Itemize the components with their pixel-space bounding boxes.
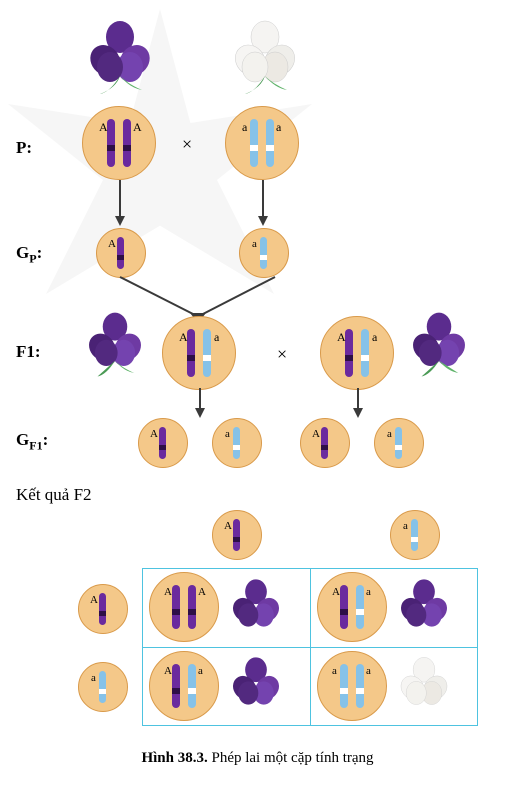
svg-text:a: a — [225, 428, 230, 440]
svg-text:A: A — [164, 586, 172, 598]
label-GP: GP: — [16, 243, 42, 266]
grid-left-A: A — [78, 584, 128, 634]
svg-text:a: a — [332, 665, 337, 677]
figure-caption: Hình 38.3. Phép lai một cặp tính trạng — [10, 750, 505, 767]
chrom-A — [107, 119, 115, 167]
gp-gamete-a: a — [239, 228, 289, 278]
label-F2: Kết quả F2 — [16, 485, 92, 505]
f2-AA: AA — [149, 572, 219, 642]
gf1-A-2: A — [300, 418, 350, 468]
grid-left-a: a — [78, 662, 128, 712]
grid-top-A: A — [212, 510, 262, 560]
f1-flower-right — [404, 310, 474, 385]
f2-Aa-2-flower — [225, 655, 287, 722]
gf1-a-1: a — [212, 418, 262, 468]
arrow — [348, 388, 368, 418]
svg-text:a: a — [214, 330, 220, 344]
arrow — [190, 388, 210, 418]
f1-flower-left — [80, 310, 150, 385]
svg-text:a: a — [198, 665, 203, 677]
f2-aa: aa — [317, 651, 387, 721]
svg-text:A: A — [150, 428, 158, 440]
svg-text:a: a — [91, 672, 96, 684]
gf1-a-2: a — [374, 418, 424, 468]
svg-text:a: a — [252, 238, 257, 250]
svg-text:A: A — [90, 594, 98, 606]
label-F1: F1: — [16, 342, 41, 362]
label-P: P: — [16, 138, 32, 158]
svg-text:A: A — [312, 428, 320, 440]
punnett-grid: AA Aa Aa aa — [142, 568, 478, 726]
cross-symbol: × — [182, 134, 192, 155]
f2-Aa-1-flower — [393, 577, 455, 644]
p-cell-AA: A A — [82, 106, 156, 180]
chrom-A — [123, 119, 131, 167]
gf1-A-1: A — [138, 418, 188, 468]
f2-AA-flower — [225, 577, 287, 644]
svg-text:A: A — [224, 520, 232, 532]
svg-text:a: a — [403, 520, 408, 532]
svg-text:a: a — [372, 330, 378, 344]
allele-A: A — [133, 120, 142, 134]
allele-a: a — [242, 120, 248, 134]
svg-text:a: a — [387, 428, 392, 440]
f2-aa-flower — [393, 655, 455, 722]
allele-A: A — [99, 120, 108, 134]
svg-text:a: a — [366, 586, 371, 598]
gp-gamete-A: A — [96, 228, 146, 278]
svg-text:a: a — [366, 665, 371, 677]
diagram-root: P: GP: F1: GF1: Kết quả F2 — [10, 10, 505, 770]
svg-text:A: A — [179, 330, 188, 344]
svg-text:A: A — [164, 665, 172, 677]
p-flower-white — [225, 18, 305, 103]
allele-a: a — [276, 120, 282, 134]
f2-Aa-1: Aa — [317, 572, 387, 642]
svg-text:A: A — [108, 238, 116, 250]
f1-cell-Aa-left: Aa — [162, 316, 236, 390]
svg-text:A: A — [332, 586, 340, 598]
p-flower-purple — [80, 18, 160, 103]
svg-text:A: A — [337, 330, 346, 344]
cross-symbol: × — [277, 344, 287, 365]
svg-text:A: A — [198, 586, 206, 598]
f2-Aa-2: Aa — [149, 651, 219, 721]
f1-cell-Aa-right: Aa — [320, 316, 394, 390]
grid-top-a: a — [390, 510, 440, 560]
label-GF1: GF1: — [16, 430, 48, 453]
p-cell-aa: a a — [225, 106, 299, 180]
arrow — [253, 180, 273, 228]
arrow — [110, 180, 130, 228]
